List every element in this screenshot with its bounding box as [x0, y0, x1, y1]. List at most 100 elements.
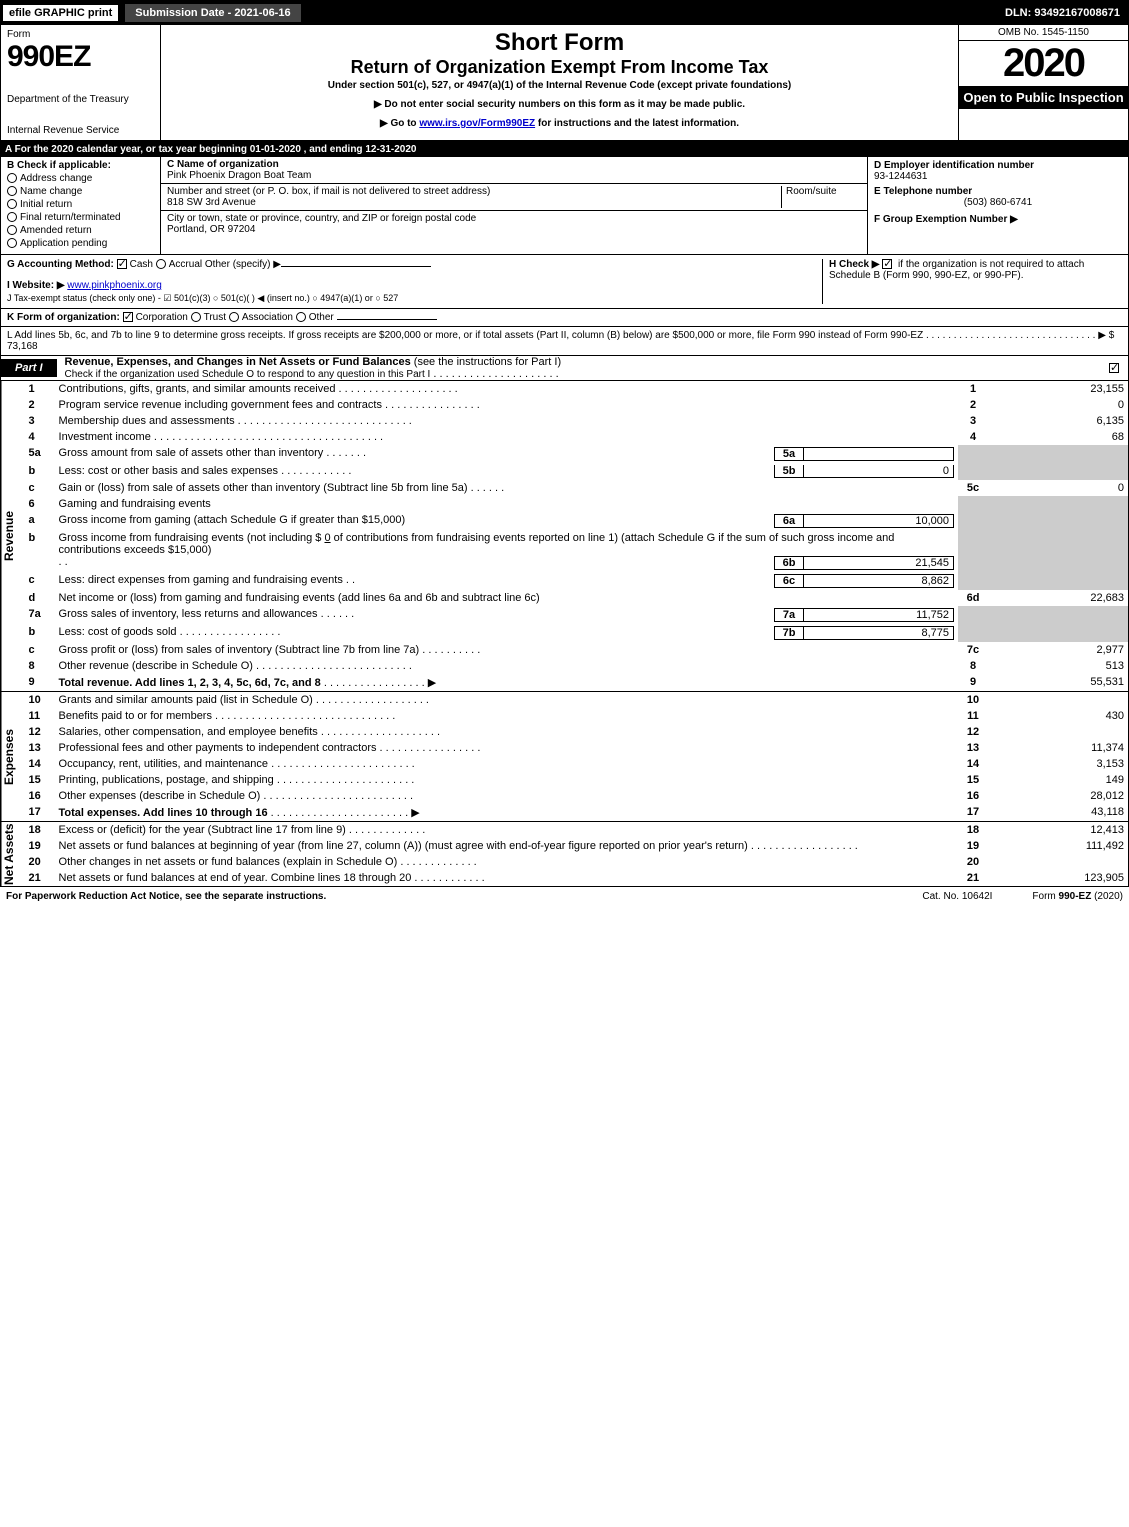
initial-return-radio[interactable]	[7, 199, 17, 209]
opt-amended: Amended return	[20, 225, 92, 236]
subtitle: Return of Organization Exempt From Incom…	[169, 57, 950, 78]
under-text: Under section 501(c), 527, or 4947(a)(1)…	[169, 80, 950, 91]
website-link[interactable]: www.pinkphoenix.org	[67, 280, 162, 291]
info-grid: B Check if applicable: Address change Na…	[1, 157, 1128, 255]
g-lbl: G Accounting Method:	[7, 259, 114, 270]
warn-text: ▶ Do not enter social security numbers o…	[169, 99, 950, 110]
other-lbl: Other (specify) ▶	[205, 259, 281, 270]
street-address: 818 SW 3rd Avenue	[167, 197, 781, 208]
omb-number: OMB No. 1545-1150	[959, 25, 1128, 41]
part1-tab: Part I	[1, 359, 57, 377]
l12-val	[988, 724, 1128, 740]
opt-address: Address change	[20, 173, 92, 184]
l6a-mval: 10,000	[804, 514, 954, 528]
final-return-radio[interactable]	[7, 212, 17, 222]
opt-pending: Application pending	[20, 238, 107, 249]
k-other-radio[interactable]	[296, 312, 306, 322]
l10-desc: Grants and similar amounts paid (list in…	[59, 694, 313, 706]
l9-desc: Total revenue. Add lines 1, 2, 3, 4, 5c,…	[59, 677, 321, 689]
h-lbl: H Check ▶	[829, 259, 879, 270]
netassets-vertical-label: Net Assets	[1, 822, 25, 886]
l4-desc: Investment income	[59, 431, 151, 443]
l16-val: 28,012	[988, 788, 1128, 804]
l17-desc: Total expenses. Add lines 10 through 16	[59, 807, 268, 819]
k-lbl: K Form of organization:	[7, 312, 120, 323]
form-number: 990EZ	[7, 40, 154, 74]
goto-link[interactable]: www.irs.gov/Form990EZ	[419, 118, 535, 129]
col-d: D Employer identification number 93-1244…	[868, 157, 1128, 254]
org-name: Pink Phoenix Dragon Boat Team	[167, 170, 861, 181]
l4-val: 68	[988, 429, 1128, 445]
accrual-radio[interactable]	[156, 259, 166, 269]
goto-post: for instructions and the latest informat…	[535, 118, 739, 129]
accrual-lbl: Accrual	[169, 259, 202, 270]
l19-desc: Net assets or fund balances at beginning…	[59, 840, 748, 852]
part1-check-line: Check if the organization used Schedule …	[57, 369, 431, 380]
l6c-desc: Less: direct expenses from gaming and fu…	[59, 574, 343, 586]
title-main: Short Form	[169, 29, 950, 57]
h-checkbox[interactable]	[882, 259, 892, 269]
dept-irs: Internal Revenue Service	[7, 125, 154, 136]
l19-val: 111,492	[988, 838, 1128, 854]
section-g-i-j: G Accounting Method: Cash Accrual Other …	[1, 255, 1128, 309]
l6a-desc: Gross income from gaming (attach Schedul…	[59, 514, 774, 528]
part1-title: Revenue, Expenses, and Changes in Net As…	[57, 356, 411, 368]
opt-initial: Initial return	[20, 199, 72, 210]
app-pending-radio[interactable]	[7, 238, 17, 248]
l7a-desc: Gross sales of inventory, less returns a…	[59, 608, 318, 620]
c-name-lbl: C Name of organization	[167, 159, 861, 170]
k-corp-checkbox[interactable]	[123, 312, 133, 322]
address-change-radio[interactable]	[7, 173, 17, 183]
l6d-val: 22,683	[988, 590, 1128, 606]
line-l: L Add lines 5b, 6c, and 7b to line 9 to …	[1, 327, 1128, 356]
j-tax-exempt: J Tax-exempt status (check only one) - ☑…	[7, 293, 822, 304]
city-lbl: City or town, state or province, country…	[167, 213, 861, 224]
l-text: L Add lines 5b, 6c, and 7b to line 9 to …	[7, 330, 923, 341]
k-assoc: Association	[242, 312, 293, 323]
k-trust-radio[interactable]	[191, 312, 201, 322]
l11-desc: Benefits paid to or for members	[59, 710, 212, 722]
open-public: Open to Public Inspection	[959, 86, 1128, 109]
footer-left: For Paperwork Reduction Act Notice, see …	[6, 891, 326, 902]
opt-final: Final return/terminated	[20, 212, 121, 223]
b-heading: B Check if applicable:	[7, 160, 154, 171]
efile-print-button[interactable]: efile GRAPHIC print	[1, 3, 120, 23]
cash-checkbox[interactable]	[117, 259, 127, 269]
k-assoc-radio[interactable]	[229, 312, 239, 322]
l6b-d1: Gross income from fundraising events (no…	[59, 532, 325, 544]
revenue-block: Revenue 1Contributions, gifts, grants, a…	[1, 381, 1128, 691]
ein-lbl: D Employer identification number	[874, 160, 1122, 171]
header-mid: Short Form Return of Organization Exempt…	[161, 25, 958, 140]
l13-desc: Professional fees and other payments to …	[59, 742, 377, 754]
name-change-radio[interactable]	[7, 186, 17, 196]
footer-mid: Cat. No. 10642I	[922, 891, 992, 902]
l7c-desc: Gross profit or (loss) from sales of inv…	[59, 644, 420, 656]
col-c: C Name of organization Pink Phoenix Drag…	[161, 157, 868, 254]
submission-date-button[interactable]: Submission Date - 2021-06-16	[124, 3, 301, 23]
amended-return-radio[interactable]	[7, 225, 17, 235]
l10-val	[988, 692, 1128, 708]
dln-label: DLN: 93492167008671	[997, 4, 1128, 22]
l14-val: 3,153	[988, 756, 1128, 772]
l1-desc: Contributions, gifts, grants, and simila…	[59, 383, 336, 395]
l20-desc: Other changes in net assets or fund bala…	[59, 856, 398, 868]
l11-val: 430	[988, 708, 1128, 724]
l14-desc: Occupancy, rent, utilities, and maintena…	[59, 758, 269, 770]
expenses-block: Expenses 10Grants and similar amounts pa…	[1, 692, 1128, 821]
form-container: efile GRAPHIC print Submission Date - 20…	[0, 0, 1129, 887]
netassets-block: Net Assets 18Excess or (deficit) for the…	[1, 822, 1128, 886]
revenue-table: 1Contributions, gifts, grants, and simil…	[25, 381, 1128, 691]
line-k: K Form of organization: Corporation Trus…	[1, 309, 1128, 327]
footer: For Paperwork Reduction Act Notice, see …	[0, 887, 1129, 906]
l6d-desc: Net income or (loss) from gaming and fun…	[55, 590, 958, 606]
footer-right: Form 990-EZ (2020)	[1032, 891, 1123, 902]
header-section: Form 990EZ Department of the Treasury In…	[1, 25, 1128, 142]
room-lbl: Room/suite	[781, 186, 861, 208]
tax-year: 2020	[959, 41, 1128, 86]
l7b-desc: Less: cost of goods sold	[59, 626, 177, 638]
l21-val: 123,905	[988, 870, 1128, 886]
tel-value: (503) 860-6741	[874, 197, 1122, 208]
part1-schedo-checkbox[interactable]	[1109, 363, 1119, 373]
l21-desc: Net assets or fund balances at end of ye…	[59, 872, 412, 884]
l3-val: 6,135	[988, 413, 1128, 429]
